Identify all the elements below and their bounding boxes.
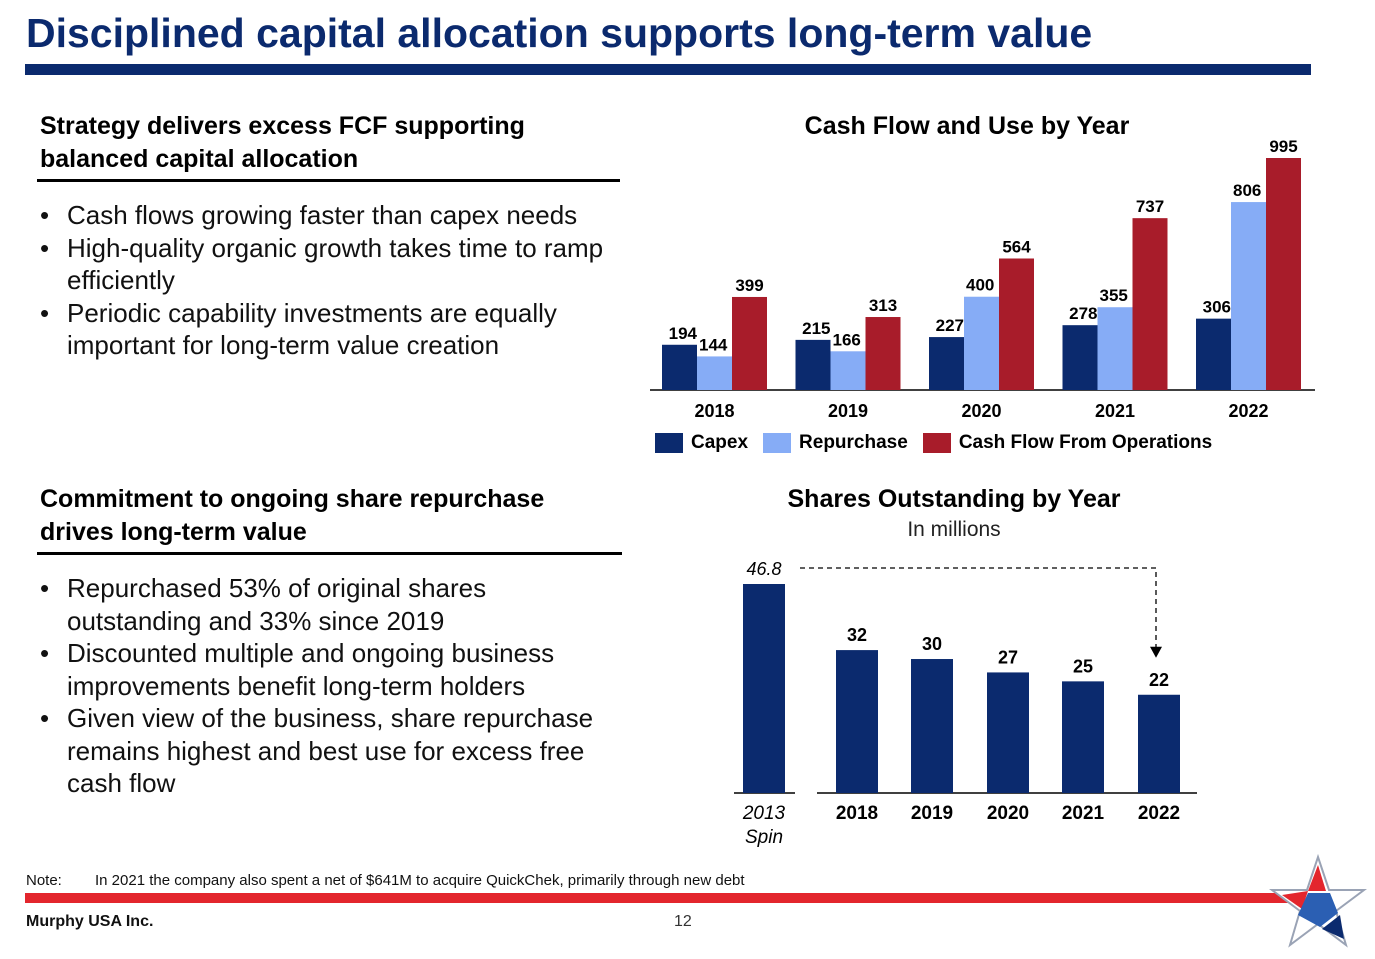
bullet-item: Given view of the business, share repurc… — [40, 702, 610, 800]
bar-repurchase-2022 — [1231, 202, 1266, 390]
arrow-down-icon — [1150, 646, 1162, 658]
section2-heading-line2: drives long-term value — [40, 518, 307, 546]
bar-cash-flow-from-operations-2020 — [999, 258, 1034, 390]
section2-rule — [37, 552, 622, 555]
bar-cash-flow-from-operations-2021 — [1132, 218, 1168, 390]
section2-heading: Commitment to ongoing share repurchase d… — [40, 483, 620, 549]
section1-heading: Strategy delivers excess FCF supporting … — [40, 110, 620, 176]
data-label: 215 — [802, 319, 830, 338]
legend-label-repurchase: Repurchase — [799, 432, 908, 453]
page-title: Disciplined capital allocation supports … — [26, 10, 1093, 56]
bar-shares-2019 — [911, 659, 953, 793]
bullet-item: Repurchased 53% of original shares outst… — [40, 572, 610, 637]
data-label: 278 — [1069, 304, 1097, 323]
data-label: 30 — [922, 634, 942, 654]
section1-bullets: Cash flows growing faster than capex nee… — [40, 199, 620, 362]
bar-shares-2020 — [987, 672, 1029, 793]
section1-heading-line1: Strategy delivers excess FCF supporting — [40, 112, 525, 140]
bullet-item: Cash flows growing faster than capex nee… — [40, 199, 620, 232]
bullet-item: High-quality organic growth takes time t… — [40, 232, 620, 297]
x-tick-label: Spin — [745, 827, 783, 848]
legend-item-capex: Capex — [655, 432, 748, 454]
section2-heading-line1: Commitment to ongoing share repurchase — [40, 485, 545, 513]
legend-swatch-repurchase — [763, 433, 792, 453]
data-label: 166 — [833, 330, 861, 349]
legend-item-repurchase: Repurchase — [763, 432, 908, 454]
title-rule — [25, 64, 1311, 75]
data-label: 306 — [1203, 298, 1231, 317]
x-tick-label: 2020 — [961, 401, 1001, 421]
data-label: 25 — [1073, 656, 1093, 676]
legend-item-cfo: Cash Flow From Operations — [922, 432, 1213, 454]
bar-capex-2018 — [662, 344, 697, 390]
cashflow-chart-title: Cash Flow and Use by Year — [804, 112, 1130, 140]
data-label: 806 — [1233, 181, 1261, 200]
bar-cash-flow-from-operations-2022 — [1266, 158, 1301, 390]
data-label: 313 — [869, 296, 897, 315]
data-label: 737 — [1136, 197, 1164, 216]
note-label: Note: — [26, 872, 62, 889]
bar-cash-flow-from-operations-2019 — [865, 317, 901, 390]
bar-repurchase-2019 — [830, 351, 866, 390]
shares-chart-subtitle: In millions — [907, 518, 1001, 541]
bar-shares-2022 — [1138, 694, 1180, 793]
legend-label-capex: Capex — [691, 432, 749, 453]
page-number: 12 — [674, 913, 692, 930]
cashflow-chart-legend: Capex Repurchase Cash Flow From Operatio… — [655, 432, 1227, 454]
bar-cash-flow-from-operations-2018 — [732, 296, 767, 390]
data-label: 22 — [1149, 670, 1169, 690]
data-label: 399 — [735, 276, 763, 295]
legend-swatch-capex — [655, 433, 683, 453]
data-label: 227 — [936, 316, 964, 335]
data-label: 400 — [966, 276, 994, 295]
shares-chart: 46.8 2013 Spin 32 2018 30 2019 27 2020 25 2021 22 20… — [734, 559, 1197, 848]
x-tick-label: 2021 — [1062, 803, 1105, 824]
bar-repurchase-2021 — [1097, 307, 1133, 390]
legend-label-cfo: Cash Flow From Operations — [958, 432, 1213, 453]
legend-swatch-cfo — [922, 433, 951, 453]
bar-capex-2022 — [1196, 318, 1231, 390]
note-text: In 2021 the company also spent a net of … — [95, 872, 745, 889]
star-logo-icon — [1269, 853, 1367, 948]
bullet-item: Periodic capability investments are equa… — [40, 297, 620, 362]
x-tick-label: 2021 — [1095, 401, 1135, 421]
data-label: 355 — [1100, 286, 1128, 305]
x-tick-label: 2022 — [1228, 401, 1268, 421]
data-label: 144 — [699, 335, 728, 354]
data-label: 995 — [1269, 137, 1297, 156]
data-label: 46.8 — [746, 559, 781, 579]
data-label: 564 — [1002, 237, 1031, 256]
bar-capex-2019 — [795, 339, 831, 390]
section2-bullets: Repurchased 53% of original shares outst… — [40, 572, 610, 800]
bar-shares-2021 — [1062, 681, 1104, 793]
reduction-arrow-line — [800, 567, 1157, 649]
data-label: 32 — [847, 625, 867, 645]
footer-bar — [25, 893, 1297, 903]
bullet-item: Discounted multiple and ongoing business… — [40, 637, 610, 702]
x-tick-label: 2020 — [987, 803, 1029, 824]
shares-chart-title: Shares Outstanding by Year — [787, 485, 1121, 513]
company-name: Murphy USA Inc. — [26, 913, 154, 930]
x-tick-label: 2018 — [694, 401, 734, 421]
bar-capex-2021 — [1062, 325, 1098, 390]
x-tick-label: 2018 — [836, 803, 878, 824]
x-tick-label: 2019 — [911, 803, 953, 824]
section1-heading-line2: balanced capital allocation — [40, 145, 359, 173]
bar-capex-2020 — [929, 337, 964, 390]
data-label: 194 — [669, 324, 698, 343]
bar-repurchase-2020 — [964, 296, 999, 390]
bar-shares-2013-Spin — [743, 584, 785, 793]
bar-repurchase-2018 — [697, 356, 732, 390]
x-tick-label: 2013 — [742, 803, 786, 824]
bar-shares-2018 — [836, 650, 878, 793]
data-label: 27 — [998, 647, 1018, 667]
x-tick-label: 2022 — [1138, 803, 1180, 824]
x-tick-label: 2019 — [828, 401, 868, 421]
section1-rule — [37, 179, 620, 182]
